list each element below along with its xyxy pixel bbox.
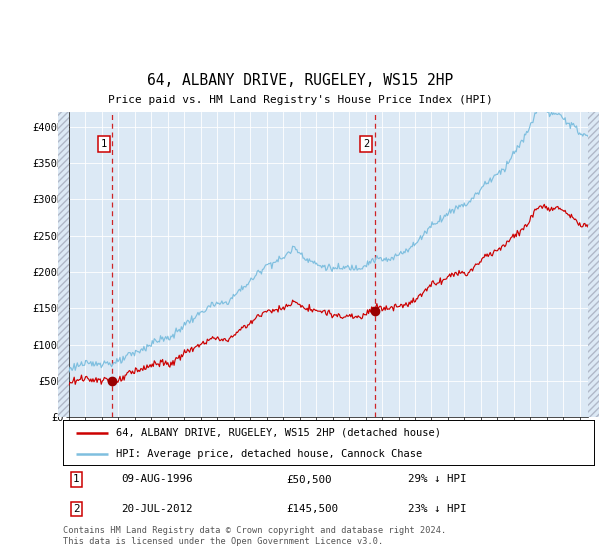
- Text: 64, ALBANY DRIVE, RUGELEY, WS15 2HP: 64, ALBANY DRIVE, RUGELEY, WS15 2HP: [147, 73, 453, 88]
- Text: Price paid vs. HM Land Registry's House Price Index (HPI): Price paid vs. HM Land Registry's House …: [107, 95, 493, 105]
- Text: 20-JUL-2012: 20-JUL-2012: [121, 504, 193, 514]
- Text: 64, ALBANY DRIVE, RUGELEY, WS15 2HP (detached house): 64, ALBANY DRIVE, RUGELEY, WS15 2HP (det…: [116, 427, 441, 437]
- Text: £50,500: £50,500: [286, 474, 332, 484]
- Text: 2: 2: [73, 504, 80, 514]
- Text: Contains HM Land Registry data © Crown copyright and database right 2024.
This d: Contains HM Land Registry data © Crown c…: [63, 526, 446, 546]
- Text: 09-AUG-1996: 09-AUG-1996: [121, 474, 193, 484]
- Text: £145,500: £145,500: [286, 504, 338, 514]
- Text: 23% ↓ HPI: 23% ↓ HPI: [408, 504, 467, 514]
- Text: 2: 2: [363, 139, 370, 149]
- Text: 29% ↓ HPI: 29% ↓ HPI: [408, 474, 467, 484]
- Text: HPI: Average price, detached house, Cannock Chase: HPI: Average price, detached house, Cann…: [116, 449, 422, 459]
- Text: 1: 1: [101, 139, 107, 149]
- Text: 1: 1: [73, 474, 80, 484]
